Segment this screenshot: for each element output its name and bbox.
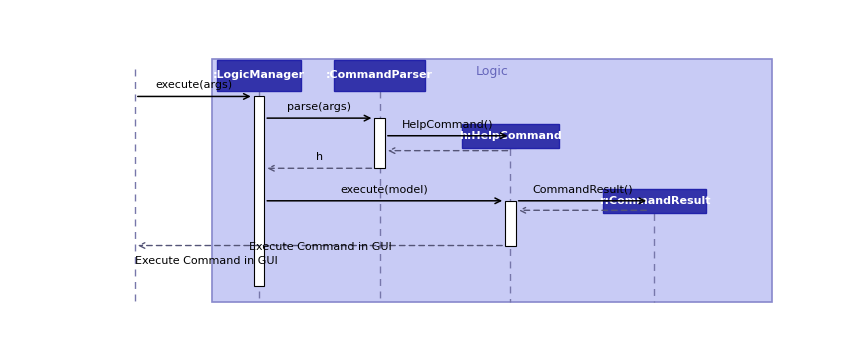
Text: Execute Command in GUI: Execute Command in GUI bbox=[248, 242, 391, 252]
Text: h:HelpCommand: h:HelpCommand bbox=[459, 131, 561, 141]
Text: Execute Command in GUI: Execute Command in GUI bbox=[135, 256, 278, 266]
Bar bbox=[375, 118, 385, 168]
Text: execute(model): execute(model) bbox=[341, 185, 428, 195]
Text: HelpCommand(): HelpCommand() bbox=[402, 120, 493, 130]
Text: Logic: Logic bbox=[476, 65, 509, 78]
Bar bbox=[505, 136, 516, 148]
Bar bbox=[603, 189, 707, 213]
Bar bbox=[649, 201, 660, 210]
Bar bbox=[462, 124, 559, 148]
Text: execute(args): execute(args) bbox=[156, 81, 233, 90]
Text: :LogicManager: :LogicManager bbox=[213, 70, 305, 81]
Bar bbox=[212, 58, 772, 302]
Bar bbox=[253, 96, 265, 286]
Bar bbox=[217, 60, 301, 91]
Bar bbox=[335, 60, 425, 91]
Text: :CommandParser: :CommandParser bbox=[326, 70, 433, 81]
Text: parse(args): parse(args) bbox=[287, 102, 351, 112]
Text: h: h bbox=[316, 152, 323, 162]
Text: CommandResult(): CommandResult() bbox=[532, 185, 632, 195]
Bar bbox=[505, 201, 516, 246]
Text: r:CommandResult: r:CommandResult bbox=[599, 196, 710, 206]
